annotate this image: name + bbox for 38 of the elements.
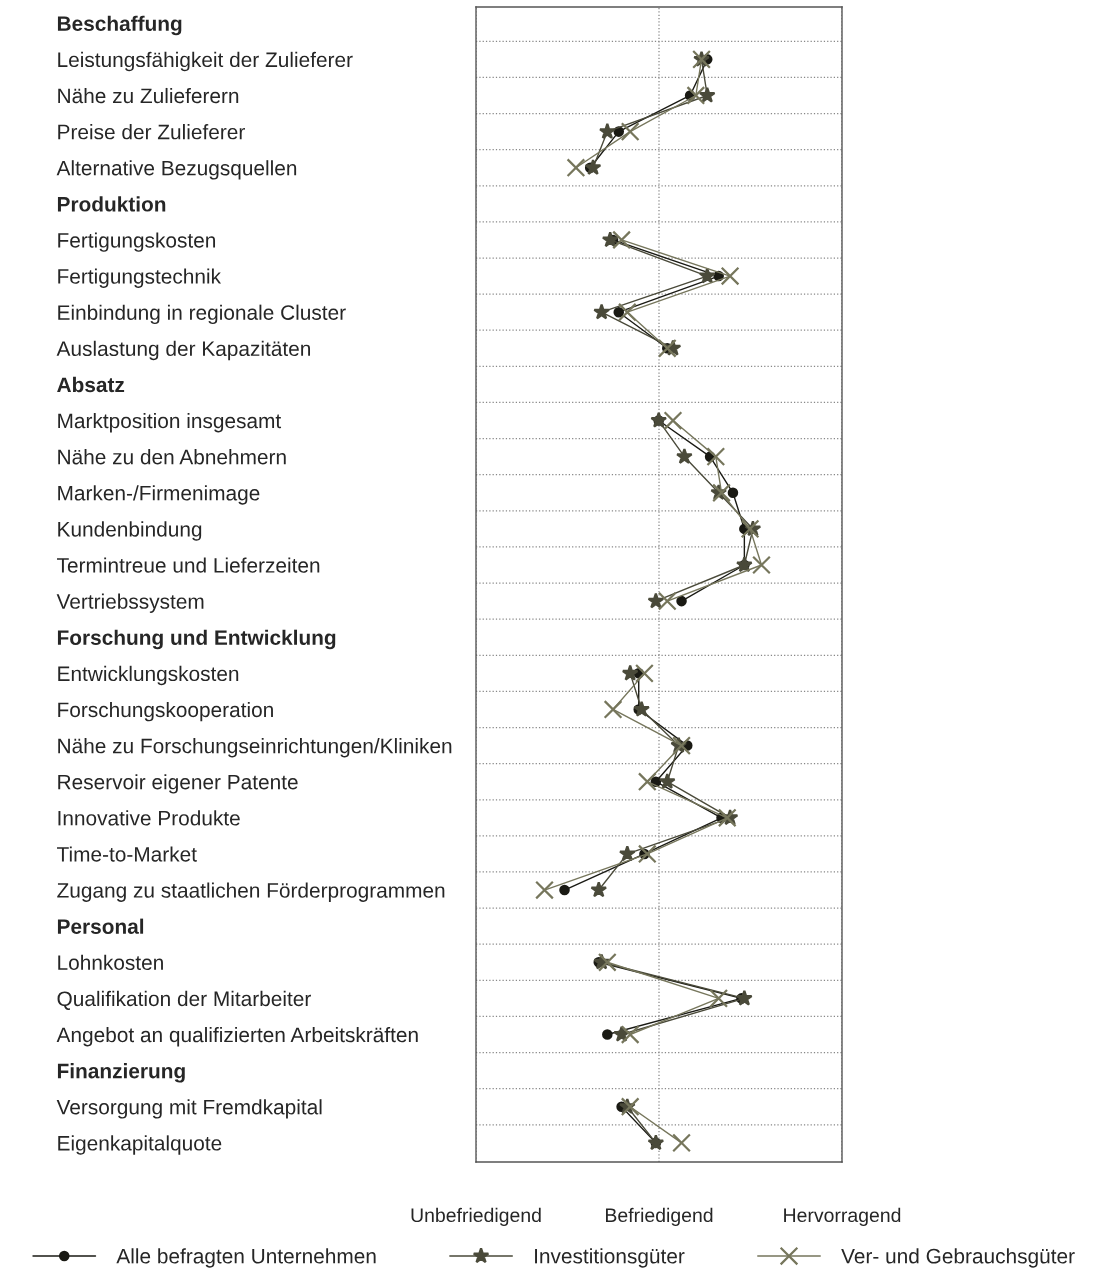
- y-tick-label: Innovative Produkte: [58, 810, 240, 826]
- legend-label: Ver- und Gebrauchsgüter: [841, 1248, 1075, 1268]
- y-tick-label: Einbindung in regionale Cluster: [58, 304, 346, 325]
- y-tick-label: Alternative Bezugsquellen: [56, 160, 297, 180]
- y-tick-label: Absatz: [57, 376, 125, 393]
- y-tick-label: Fertigungskosten: [58, 232, 216, 252]
- text: Hervorragend: [784, 1207, 901, 1226]
- y-tick-label: Nähe zu den Abnehmern: [58, 449, 286, 465]
- y-tick-label: Fertigungstechnik: [58, 268, 222, 288]
- y-tick-label: Marken-/Firmenimage: [58, 485, 260, 505]
- y-tick-label: Personal: [57, 918, 144, 934]
- y-tick-label: Nähe zu Forschungseinrichtungen/Kliniken: [58, 738, 452, 758]
- y-tick-label: Leistungsfähigkeit der Zulieferer: [58, 51, 353, 72]
- y-tick-label: Qualifikation der Mitarbeiter: [57, 990, 311, 1010]
- y-tick-label: Kundenbindung: [58, 521, 202, 541]
- y-tick-label: Angebot an qualifizierten Arbeitskräften: [56, 1026, 418, 1047]
- y-tick-label: Beschaffung: [57, 15, 182, 36]
- y-tick-label: Reservoir eigener Patente: [58, 774, 298, 794]
- y-tick-label: Eigenkapitalquote: [58, 1135, 222, 1155]
- y-tick-label: Nähe zu Zulieferern: [58, 87, 239, 104]
- y-tick-label: Vertriebssystem: [56, 593, 204, 613]
- text: Unbefriedigend: [411, 1207, 541, 1226]
- legend-label: Investitionsgüter: [535, 1248, 685, 1268]
- text: Befriedigend: [606, 1207, 713, 1226]
- y-tick-label: Auslastung der Kapazitäten: [56, 340, 310, 361]
- y-tick-label: Finanzierung: [57, 1063, 185, 1083]
- y-tick-label: Marktposition insgesamt: [58, 412, 282, 433]
- y-tick-label: Forschungskooperation: [58, 701, 273, 722]
- y-tick-label: Versorgung mit Fremdkapital: [56, 1099, 322, 1119]
- y-tick-label: Termintreue und Lieferzeiten: [57, 557, 320, 573]
- y-tick-label: Forschung und Entwicklung: [57, 629, 336, 650]
- y-tick-label: Produktion: [57, 196, 166, 212]
- y-tick-label: Preise der Zulieferer: [58, 124, 245, 140]
- y-tick-label: Time-to-Market: [57, 846, 197, 862]
- legend-label: Alle befragten Unternehmen: [116, 1248, 376, 1268]
- y-tick-label: Entwicklungskosten: [58, 665, 239, 686]
- y-tick-label: Lohnkosten: [58, 954, 163, 971]
- y-tick-label: Zugang zu staatlichen Förderprogrammen: [57, 882, 445, 902]
